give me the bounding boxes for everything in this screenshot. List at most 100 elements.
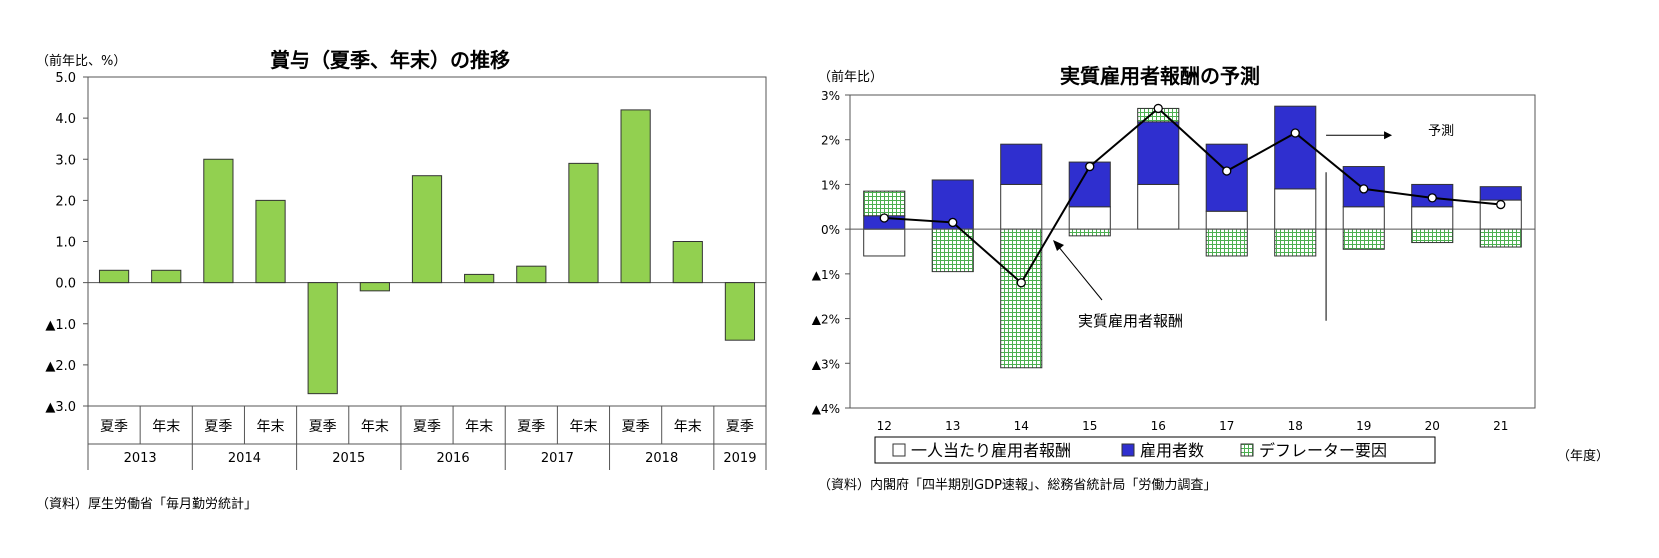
left-bar [203,158,234,284]
right-bar-per-capita [1411,206,1454,230]
right-legend-label: 一人当たり雇用者報酬 [911,441,1071,460]
right-bar-employees [1479,186,1522,201]
right-bar-per-capita [1000,183,1043,230]
left-year-label: 2019 [723,451,756,466]
right-chart-title: 実質雇用者報酬の予測 [1060,64,1260,88]
right-x-tick-label: 16 [1151,419,1166,433]
right-y-tick-label: 3% [821,89,840,103]
right-bar-employees [1205,143,1248,212]
right-x-tick-label: 13 [945,419,960,433]
right-legend-swatch [1121,443,1135,457]
right-bar-deflator [1479,228,1522,248]
right-x-tick-label: 14 [1014,419,1029,433]
left-bar [464,273,495,284]
left-ylabel: （前年比、%） [36,54,127,69]
right-source: （資料）内閣府「四半期別GDP速報」、総務省統計局「労働力調査」 [818,478,1217,493]
right-x-tick-label: 20 [1425,419,1440,433]
right-line-point [879,213,889,223]
left-year-label: 2018 [645,451,678,466]
right-x-tick-label: 17 [1219,419,1234,433]
left-category-label: 年末 [361,419,389,435]
right-annotation-arrowhead [1053,240,1064,251]
right-bar-employees [1411,183,1454,208]
left-plot-area [87,76,767,407]
right-line-point [1290,128,1300,138]
right-bar-employees [1342,166,1385,208]
left-bar [307,282,338,395]
right-x-tick-label: 18 [1288,419,1303,433]
right-line-point [1153,103,1163,114]
right-line-point [1016,278,1026,288]
right-bar-employees [1068,161,1111,208]
right-bar-per-capita [863,228,906,257]
left-bar [620,109,651,284]
right-y-tick-label: ▲4% [812,402,840,416]
left-category-label: 年末 [674,419,702,435]
left-source: （資料）厚生労働省「毎月勤労統計」 [36,497,258,512]
left-category-label: 年末 [465,419,493,435]
left-category-label: 夏季 [622,419,650,435]
right-bar-employees [1137,121,1180,185]
right-bar-deflator [863,190,906,217]
left-year-label: 2017 [541,451,574,466]
right-line-point [1359,184,1369,194]
right-x-tick-label: 15 [1082,419,1097,433]
right-bar-deflator [1000,228,1043,369]
right-line-point [1085,161,1095,172]
right-line-point [1496,199,1506,210]
right-x-tick-label: 21 [1493,419,1508,433]
left-y-tick-label: ▲3.0 [45,400,76,415]
left-y-tick-label: ▲2.0 [45,359,76,374]
right-xlabel: （年度） [1557,449,1610,464]
right-bar-deflator [1274,228,1317,257]
left-y-tick-label: 4.0 [55,112,76,127]
right-line-point [1427,193,1437,203]
left-category-label: 夏季 [204,419,232,435]
right-line-point [948,217,958,228]
left-bar [359,282,390,292]
right-legend-box [874,436,1436,464]
right-bar-per-capita [1342,206,1385,230]
left-year-label: 2013 [124,451,157,466]
left-year-label: 2015 [332,451,365,466]
left-bar [516,265,547,284]
right-line-point [1222,166,1232,176]
right-y-tick-label: 0% [821,223,840,237]
right-legend-label: 雇用者数 [1140,441,1204,460]
right-line-annotation: 実質雇用者報酬 [1078,312,1183,330]
right-bar-deflator [1137,107,1180,123]
right-y-tick-label: ▲2% [812,313,840,327]
right-bar-per-capita [1068,206,1111,230]
left-bar [568,162,599,284]
left-year-label: 2014 [228,451,261,466]
right-bar-employees [931,179,974,230]
right-bar-per-capita [1479,199,1522,230]
right-annotation-arrow [1057,245,1103,301]
right-forecast-label: 予測 [1428,124,1454,139]
left-y-tick-label: 2.0 [55,194,76,209]
right-bar-employees [863,215,906,230]
right-y-tick-label: ▲1% [812,268,840,282]
right-y-tick-label: 2% [821,134,840,148]
left-category-label: 年末 [257,419,285,435]
right-y-tick-label: ▲3% [812,357,840,371]
right-bar-deflator [1411,228,1454,244]
left-y-tick-label: 0.0 [55,277,76,292]
left-bar [724,282,756,341]
right-bar-per-capita [1274,188,1317,230]
right-legend-swatch [892,443,906,457]
left-category-label: 夏季 [517,419,545,435]
left-chart-title: 賞与（夏季、年末）の推移 [270,48,510,72]
right-legend-label: デフレーター要因 [1259,441,1387,460]
left-category-label: 夏季 [413,419,441,435]
left-category-label: 夏季 [726,419,754,435]
right-bar-per-capita [1137,183,1180,230]
right-legend-swatch [1240,443,1254,457]
right-bar-deflator [931,228,974,273]
left-category-label: 年末 [569,419,597,435]
right-bar-employees [1274,105,1317,190]
right-forecast-arrowhead [1384,131,1393,140]
left-bar [672,241,703,284]
right-y-tick-label: 1% [821,178,840,192]
left-bar [98,269,130,284]
